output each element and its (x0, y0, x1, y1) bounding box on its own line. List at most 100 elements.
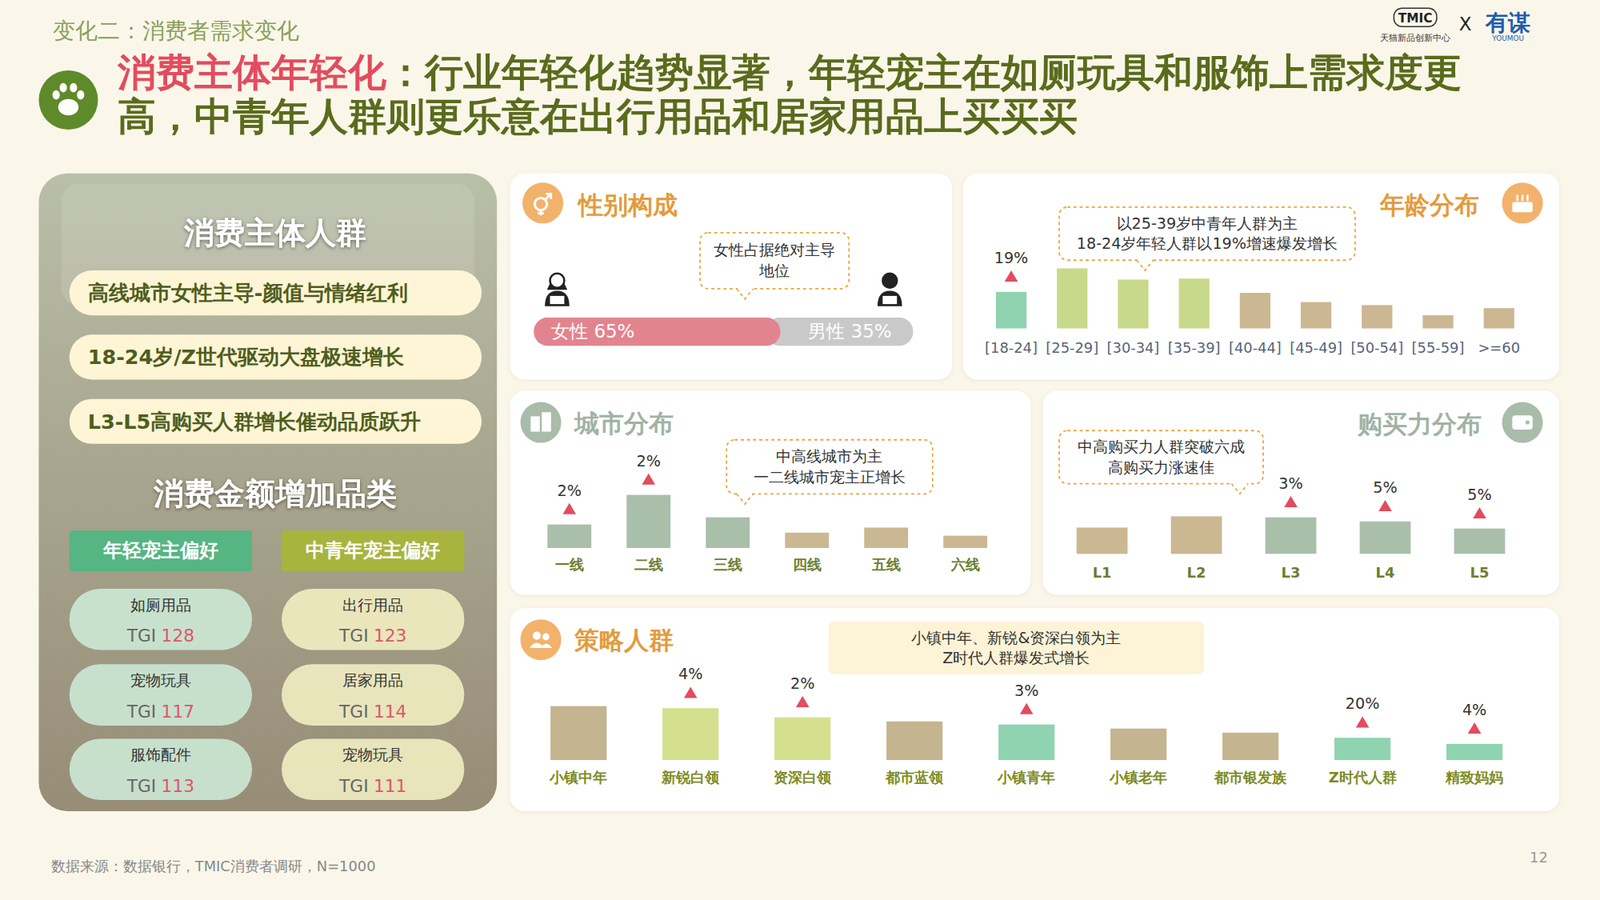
panel-bg (38, 173, 497, 812)
tick-label: 三线 (713, 556, 743, 573)
annotation: 高购买力涨速佳 (1108, 458, 1215, 477)
icon-part (69, 83, 77, 93)
text-part: 128 (161, 625, 195, 646)
panel-title: 消费主体人群 (183, 214, 367, 251)
tick-label: 一线 (555, 556, 584, 573)
text-part: 65% (593, 320, 635, 342)
growth-arrow (796, 696, 810, 708)
tick-label: 都市蓝领 (884, 768, 944, 786)
bar (1076, 527, 1128, 554)
growth-arrow (562, 503, 576, 515)
item-tgi: TGI114 (338, 701, 407, 722)
chart-title: 性别构成 (576, 191, 678, 220)
text-part: 高，中青年人群则更乐意在出行用品和居家用品上买买买 (117, 93, 1078, 139)
callout-pointer (736, 288, 753, 300)
bar (1454, 528, 1506, 555)
text-part: 114 (373, 701, 407, 722)
icon-part (882, 296, 897, 304)
logos: TMIC天猫新品创新中心X有谋YOUMOU (1380, 8, 1531, 44)
bar (1422, 315, 1453, 329)
icon-part (76, 90, 84, 100)
data-label: 男性35% (808, 320, 892, 342)
item-pill (281, 738, 464, 800)
bars (547, 495, 988, 548)
item-pill (281, 664, 464, 726)
text-part: 117 (161, 701, 195, 722)
item-tgi: TGI128 (126, 625, 195, 646)
growth-label: 20% (1345, 694, 1380, 713)
text-part: 123 (373, 625, 407, 646)
callout-gap (737, 287, 752, 290)
group-header-bg (281, 530, 464, 572)
bar (1484, 308, 1515, 329)
growth-arrow (1020, 703, 1034, 715)
annotation: 一二线城市宠主正增长 (753, 468, 906, 487)
callout-gap (1232, 482, 1248, 485)
item-tgi: TGI113 (126, 776, 195, 796)
tick-label: L3 (1281, 564, 1301, 581)
source: 数据来源：数据银行，TMIC消费者调研，N=1000 (51, 857, 376, 875)
tick-label: L1 (1092, 564, 1112, 581)
paw-icon (38, 70, 98, 130)
person-icon (544, 273, 570, 307)
text-part: 113 (161, 776, 195, 796)
icon-part (877, 291, 903, 307)
chart-panel (963, 173, 1560, 380)
growth-arrow (641, 473, 656, 485)
chart-4: 小镇中年新锐白领4%资深白领2%都市蓝领小镇青年3%小镇老年都市银发族Z时代人群… (548, 664, 1504, 786)
item-name: 居家用品 (342, 671, 404, 690)
logo-text: YOUMOU (1491, 34, 1524, 43)
page-title: 高，中青年人群则更乐意在出行用品和居家用品上买买买 (117, 93, 1078, 139)
tick-label: [50-54] (1350, 339, 1404, 356)
growth-label: 2% (636, 452, 661, 471)
highlight: 18-24岁/Z世代驱动大盘极速增长 (88, 344, 404, 369)
bar (705, 517, 750, 548)
labels: 一线2%二线2%三线四线五线六线 (555, 452, 980, 573)
item-pill (69, 664, 252, 726)
annotation: 以25-39岁中青年人群为主 (1116, 214, 1299, 233)
bar (1240, 292, 1271, 329)
icon-part (1516, 195, 1519, 202)
chart-panel (1043, 391, 1560, 596)
icon-part (537, 210, 544, 216)
annotation: 女性占据绝对主导 (713, 241, 836, 260)
item-name: 宠物玩具 (130, 671, 192, 690)
bar (766, 317, 914, 347)
panel-icon (1502, 182, 1544, 224)
group-header: 年轻宠主偏好 (102, 539, 219, 562)
bar (1300, 302, 1332, 329)
bar (774, 717, 831, 761)
tick-label: [25-29] (1045, 339, 1099, 356)
labels: L1L2L33%L45%L55% (1092, 474, 1492, 581)
bar (1446, 744, 1503, 760)
person-icon (877, 273, 903, 307)
logo-text: TMIC (1398, 11, 1433, 26)
growth-arrow (1284, 496, 1298, 508)
highlight: 高线城市女性主导-颜值与情绪红利 (88, 280, 409, 305)
group-header-bg (69, 530, 252, 572)
bar (864, 527, 908, 548)
text-part: 男性 (808, 320, 845, 342)
text-part: TGI (126, 776, 156, 796)
callout-bg (828, 621, 1204, 675)
callout-pointer (736, 493, 753, 504)
icon-part (550, 273, 565, 288)
item-pill (281, 588, 464, 651)
data-label: 女性65% (551, 320, 636, 342)
item-name: 如厕用品 (130, 596, 192, 615)
annotation: 小镇中年、新锐&资深白领为主 (911, 628, 1121, 648)
chart-panel (510, 173, 952, 380)
tick-label: 五线 (871, 556, 901, 573)
callout: 小镇中年、新锐&资深白领为主Z时代人群爆发式增长 (828, 621, 1204, 675)
highlight: L3-L5高购买人群增长催动品质跃升 (88, 409, 422, 434)
growth-arrow (1472, 507, 1487, 519)
growth-label: 19% (994, 248, 1029, 268)
bars (533, 317, 913, 347)
page-title: 消费主体年轻化：行业年轻化趋势显著，年轻宠主在如厕玩具和服饰上需求度更 (116, 49, 1462, 95)
bars (1076, 516, 1506, 554)
tick-label: 小镇中年 (548, 768, 608, 786)
icon-bg (522, 182, 564, 224)
chart-1: [18-24]19%[25-29][30-34][35-39][40-44][4… (984, 248, 1520, 356)
labels: 小镇中年新锐白领4%资深白领2%都市蓝领小镇青年3%小镇老年都市银发族Z时代人群… (548, 664, 1504, 786)
tick-label: Z时代人群 (1328, 768, 1397, 786)
